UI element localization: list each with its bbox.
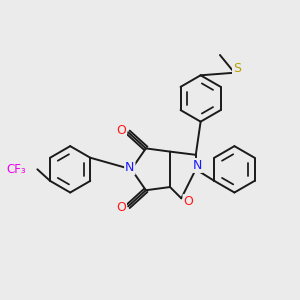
- Text: O: O: [116, 124, 126, 137]
- Text: O: O: [116, 202, 126, 214]
- Text: N: N: [193, 159, 202, 172]
- Text: N: N: [125, 161, 134, 174]
- Text: S: S: [233, 62, 241, 75]
- Text: O: O: [183, 195, 193, 208]
- Text: CF₃: CF₃: [7, 163, 26, 176]
